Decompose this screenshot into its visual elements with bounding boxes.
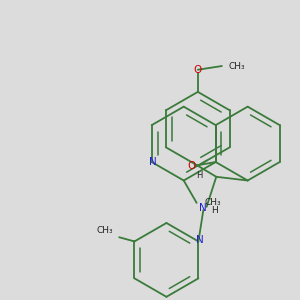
Text: N: N xyxy=(200,203,207,213)
Text: CH₃: CH₃ xyxy=(228,61,245,70)
Text: O: O xyxy=(194,65,202,75)
Text: CH₃: CH₃ xyxy=(205,198,221,207)
Text: H: H xyxy=(196,171,203,180)
Text: H: H xyxy=(211,206,218,214)
Text: N: N xyxy=(149,157,157,167)
Text: N: N xyxy=(196,235,204,245)
Text: O: O xyxy=(188,161,196,171)
Text: CH₃: CH₃ xyxy=(96,226,113,235)
